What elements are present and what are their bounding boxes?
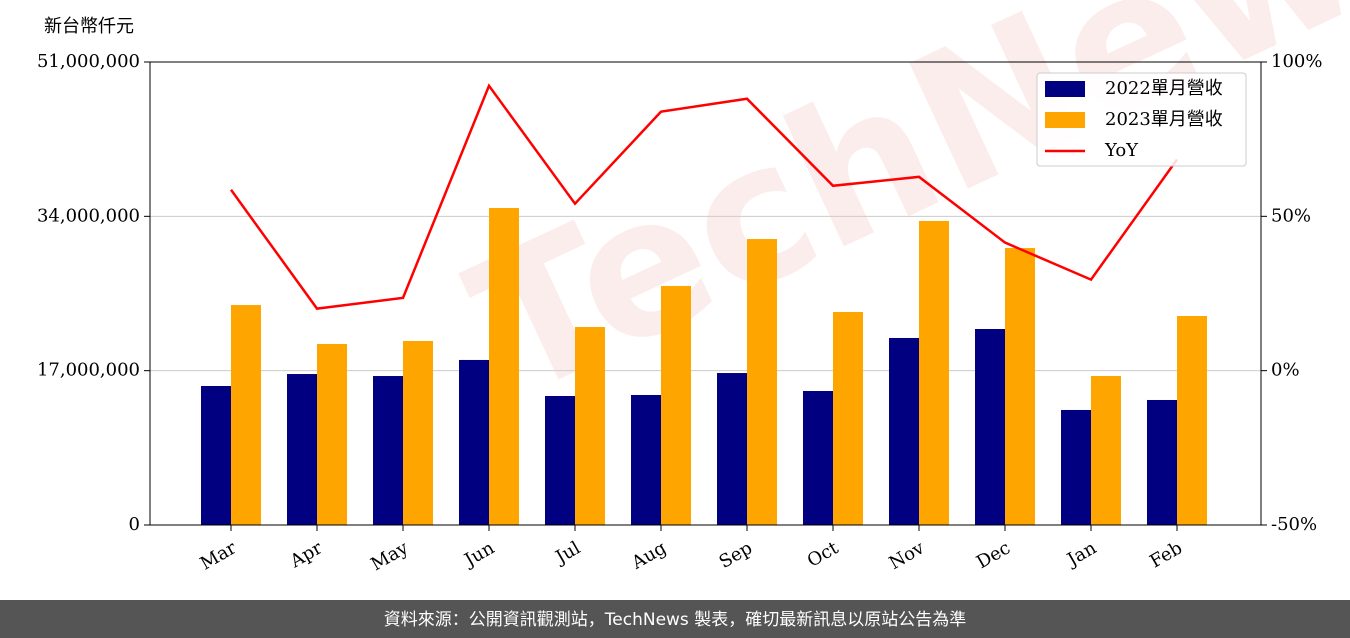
y-tick-label: 34,000,000 — [37, 205, 140, 226]
bar — [201, 386, 231, 525]
bar — [1177, 316, 1207, 525]
bar — [975, 328, 1005, 525]
line — [229, 83, 1179, 310]
x-tick-label: Mar — [197, 537, 241, 574]
bar — [489, 207, 519, 525]
bar — [287, 374, 317, 525]
plot-frame — [149, 61, 1262, 526]
bar — [919, 220, 949, 526]
x-tick-label: Jul — [550, 537, 584, 569]
footer: 資料來源：公開資訊觀測站，TechNews 製表，確切最新訊息以原站公告為準 — [384, 610, 966, 630]
x-tick-label: Dec — [973, 537, 1014, 573]
x-tick-label: Jun — [459, 537, 498, 572]
x-tick-label: Aug — [627, 537, 670, 574]
legend-swatch — [1045, 112, 1085, 128]
y-tick-label: 0 — [129, 514, 140, 535]
bar — [459, 359, 489, 525]
bar — [545, 395, 575, 525]
x-tick-label: May — [367, 537, 412, 575]
x-tick-label: Apr — [286, 537, 326, 572]
bar — [833, 312, 863, 525]
y-tick-label: 51,000,000 — [37, 51, 140, 72]
y2-tick-label: 100% — [1271, 51, 1322, 72]
y-tick-label: 17,000,000 — [37, 360, 140, 381]
legend-label: 2023單月營收 — [1105, 109, 1223, 130]
bar — [889, 337, 919, 525]
footer-bar — [0, 600, 1350, 638]
x-tick-label: Sep — [716, 537, 756, 572]
legend-box — [1036, 72, 1247, 167]
legend-label: YoY — [1104, 140, 1139, 161]
bar — [575, 326, 605, 525]
bar — [231, 305, 261, 525]
bar — [747, 239, 777, 525]
legend-swatch — [1045, 81, 1085, 97]
x-tick-label: Oct — [804, 537, 843, 572]
y-unit-label: 新台幣仟元 — [44, 16, 134, 37]
bar — [1005, 248, 1035, 525]
bar — [1061, 409, 1091, 525]
bar — [403, 340, 433, 525]
bar — [661, 285, 691, 525]
y2-tick-label: -50% — [1271, 514, 1317, 535]
legend-label: 2022單月營收 — [1105, 78, 1223, 99]
y2-tick-label: 0% — [1271, 360, 1300, 381]
x-tick-label: Jan — [1062, 537, 1100, 571]
x-tick-label: Feb — [1146, 537, 1186, 572]
bar — [631, 394, 661, 525]
bar — [1147, 399, 1177, 525]
bar — [317, 343, 347, 525]
bar — [717, 373, 747, 525]
x-tick-label: Nov — [886, 537, 929, 574]
bar — [1091, 376, 1121, 525]
bar — [373, 376, 403, 525]
bar — [803, 391, 833, 525]
y2-tick-label: 50% — [1271, 205, 1311, 226]
